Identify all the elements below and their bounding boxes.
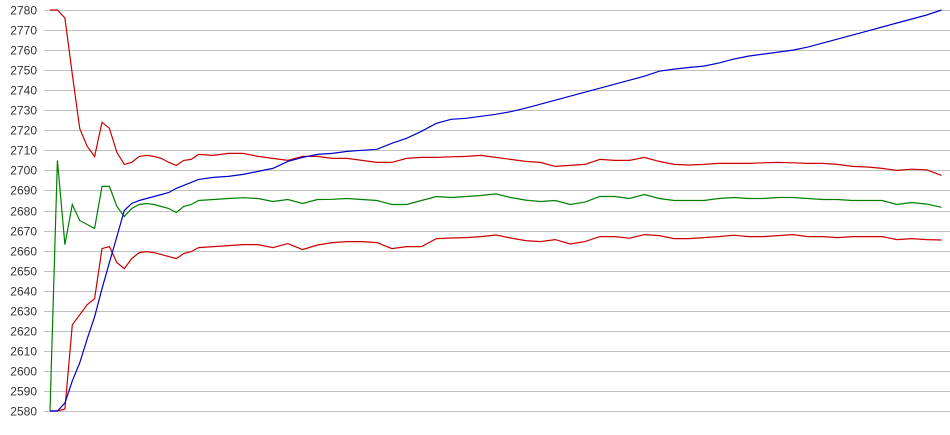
y-tick-label: 2720 [10, 124, 37, 138]
y-tick-label: 2750 [10, 64, 37, 78]
y-tick-label: 2600 [10, 365, 37, 379]
y-tick-label: 2590 [10, 385, 37, 399]
gridlines [44, 10, 950, 412]
series-line-1 [50, 9, 942, 176]
y-tick-label: 2650 [10, 265, 37, 279]
series-line-3 [50, 233, 942, 412]
y-axis-ticks: 2580 2590 2600 2610 2620 2630 2640 2650 2660 2670… [10, 4, 37, 419]
y-tick-label: 2620 [10, 325, 37, 339]
series-line-4 [50, 9, 942, 412]
y-tick-label: 2780 [10, 4, 37, 18]
y-tick-label: 2690 [10, 184, 37, 198]
y-tick-label: 2580 [10, 405, 37, 419]
y-tick-label: 2710 [10, 144, 37, 158]
y-tick-label: 2660 [10, 245, 37, 259]
y-tick-label: 2630 [10, 305, 37, 319]
y-tick-label: 2670 [10, 225, 37, 239]
y-tick-label: 2640 [10, 285, 37, 299]
y-tick-label: 2760 [10, 44, 37, 58]
y-tick-label: 2740 [10, 84, 37, 98]
y-tick-label: 2700 [10, 164, 37, 178]
y-tick-label: 2770 [10, 24, 37, 38]
series-line-2 [49, 160, 942, 412]
series-lines [49, 9, 942, 412]
y-tick-label: 2680 [10, 205, 37, 219]
y-tick-label: 2730 [10, 104, 37, 118]
y-tick-label: 2610 [10, 345, 37, 359]
